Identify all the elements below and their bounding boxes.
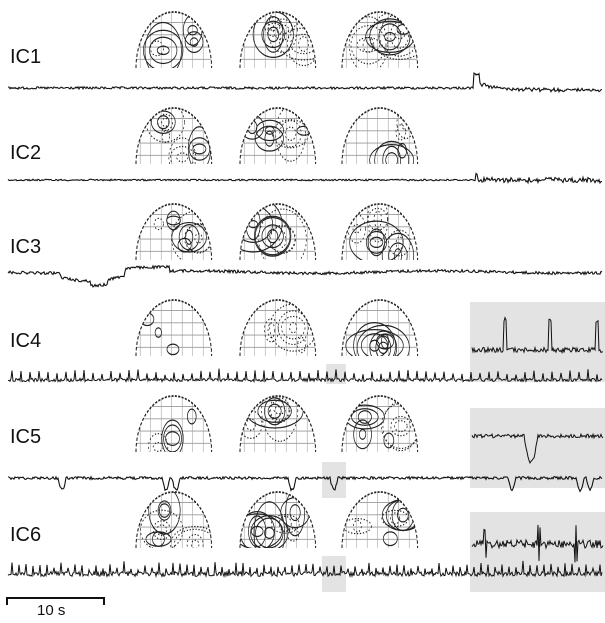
scalp-map-ic5-1 — [135, 395, 213, 453]
inset-trace-ic4 — [471, 316, 603, 355]
component-label-ic2: IC2 — [10, 142, 42, 164]
component-label-ic1: IC1 — [10, 46, 42, 68]
highlight-segment-ic6 — [322, 556, 346, 592]
scalp-map-ic5-2 — [239, 395, 317, 453]
scalp-map-ic1-3 — [341, 11, 419, 69]
component-label-ic6: IC6 — [10, 524, 42, 546]
inset-trace-ic6 — [471, 524, 604, 563]
scalp-map-ic1-2 — [239, 11, 317, 69]
scalp-map-ic6-2 — [239, 491, 317, 549]
scalp-map-ic2-2 — [239, 107, 317, 165]
scalp-map-ic3-3 — [341, 203, 419, 261]
scalp-map-ic4-2 — [239, 299, 317, 357]
scalp-map-ic5-3 — [341, 395, 419, 453]
scalp-map-ic3-2 — [239, 203, 317, 261]
trace-ic4 — [7, 368, 603, 384]
component-label-ic5: IC5 — [10, 426, 42, 448]
scalp-map-ic6-3 — [341, 491, 419, 549]
zoom-inset-ic6 — [470, 512, 605, 592]
scalp-map-ic2-1 — [135, 107, 213, 165]
zoom-inset-ic4 — [470, 302, 605, 382]
trace-ic3 — [7, 264, 603, 288]
scalp-map-ic3-1 — [135, 203, 213, 261]
scalp-map-ic6-1 — [135, 491, 213, 549]
inset-trace-ic5 — [471, 432, 604, 465]
component-label-ic4: IC4 — [10, 330, 42, 352]
scale-bar — [6, 597, 105, 605]
trace-ic1 — [7, 72, 603, 94]
trace-ic6 — [7, 560, 603, 579]
scale-bar-label: 10 s — [37, 602, 66, 619]
zoom-inset-ic5 — [470, 408, 605, 488]
highlight-segment-ic5 — [322, 462, 346, 498]
scalp-map-ic1-1 — [135, 11, 213, 69]
scalp-map-ic2-3 — [341, 107, 419, 165]
component-label-ic3: IC3 — [10, 236, 42, 258]
trace-ic2 — [7, 172, 602, 185]
scalp-map-ic4-1 — [135, 299, 213, 357]
trace-ic5 — [8, 475, 603, 493]
scalp-map-ic4-3 — [341, 299, 419, 357]
